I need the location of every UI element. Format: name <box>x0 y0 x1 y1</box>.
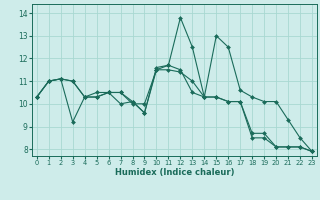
X-axis label: Humidex (Indice chaleur): Humidex (Indice chaleur) <box>115 168 234 177</box>
